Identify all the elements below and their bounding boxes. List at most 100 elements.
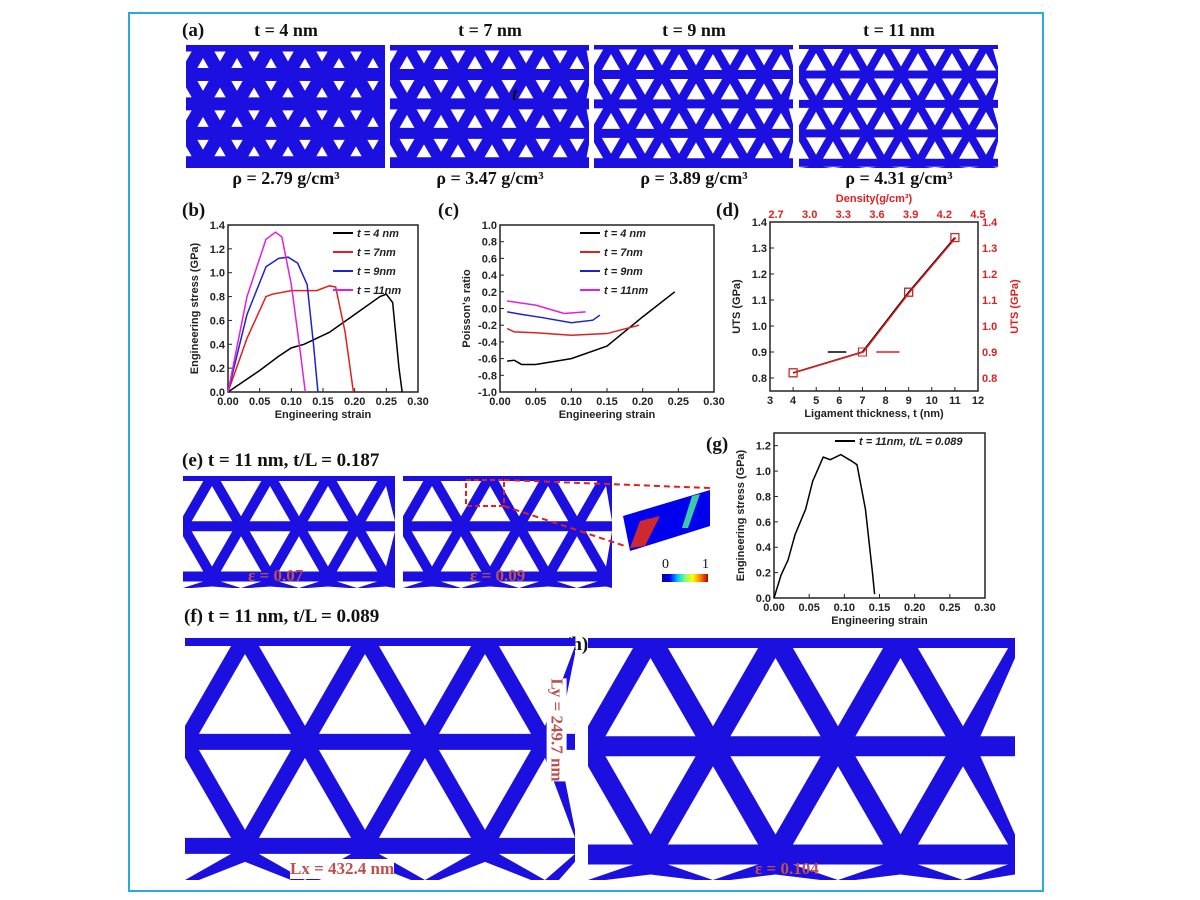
triangular-pore: [856, 107, 878, 126]
legend-label: t = 4 nm: [357, 228, 399, 240]
strain-label-h: ε = 0.104: [755, 859, 819, 878]
lattice-image-t7: [390, 45, 589, 168]
triangular-pore: [754, 83, 774, 100]
triangular-pore: [618, 108, 638, 125]
triangular-pore: [378, 646, 472, 726]
triangular-pore: [730, 874, 821, 880]
series-line: [793, 237, 957, 374]
triangular-pore: [720, 49, 740, 66]
triangular-pore: [839, 137, 861, 155]
triangular-pore: [601, 112, 621, 129]
series-line: [507, 311, 601, 324]
y-tick-label: 0.2: [482, 287, 497, 299]
triangular-pore: [535, 56, 551, 69]
triangular-pore: [282, 110, 294, 121]
triangular-pore: [403, 536, 424, 572]
panel-b-label: (b): [182, 200, 206, 221]
triangular-pore: [873, 111, 895, 130]
y-tick-label: 1.0: [752, 321, 767, 333]
triangular-pore: [635, 78, 655, 95]
triangular-pore: [873, 137, 895, 155]
triangular-pore: [669, 78, 689, 95]
triangular-pore: [186, 146, 192, 157]
triangular-pore: [771, 112, 791, 129]
x-tick-label: 0.15: [312, 396, 333, 408]
triangular-pore: [367, 116, 379, 127]
triangular-pore: [890, 166, 912, 168]
plot-area: [769, 221, 979, 392]
triangular-pore: [220, 481, 262, 517]
triangular-pore: [652, 49, 672, 66]
triangular-pore: [214, 146, 226, 157]
y-tick-label: 1.0: [482, 220, 497, 232]
plot-area: [773, 432, 986, 599]
triangular-pore: [720, 108, 740, 125]
triangular-pore: [556, 481, 598, 517]
triangular-pore: [958, 107, 980, 126]
chart-b: 0.00 0.05 0.10 0.15 0.20 0.25 0.30 0.0 0.2 0.4 0.6…: [189, 220, 429, 421]
triangular-pore: [535, 79, 551, 93]
triangular-pore: [605, 756, 696, 835]
y-tick-label: 0.0: [210, 387, 225, 399]
triangular-pore: [365, 586, 395, 588]
top-tick-label: 3.6: [869, 209, 884, 221]
x-tick-label: 0.00: [217, 396, 238, 408]
triangular-pore: [855, 874, 946, 880]
legend-label: t = 9nm: [604, 266, 643, 278]
triangular-pore: [183, 481, 204, 517]
top-axis-label: Density(g/cm³): [836, 193, 913, 205]
triangular-pore: [416, 144, 432, 158]
triangular-pore: [197, 139, 209, 150]
x-tick-label: 8: [882, 395, 888, 407]
x-tick-label: 0.20: [904, 602, 925, 614]
x-tick-label: 0.20: [632, 396, 653, 408]
triangular-pore: [754, 49, 774, 66]
triangular-pore: [498, 853, 575, 880]
triangular-pore: [601, 137, 621, 154]
triangular-pore: [198, 654, 292, 734]
triangular-pore: [440, 581, 482, 588]
x-tick-label: 11: [949, 395, 961, 407]
y-tick-label: 1.2: [210, 244, 225, 256]
y-tick-label: 0.8: [752, 373, 767, 385]
lattice-image-t11: [799, 45, 998, 168]
triangular-pore: [518, 144, 534, 158]
triangular-pore: [652, 108, 672, 125]
y-tick-label: 1.4: [752, 217, 768, 229]
triangular-pore: [552, 109, 568, 123]
y-tick-label: 0.4: [210, 339, 226, 351]
legend-label: t = 7nm: [357, 247, 396, 259]
triangular-pore: [258, 757, 352, 838]
panel-c-label: (c): [438, 200, 460, 221]
triangular-pore: [399, 56, 415, 69]
triangular-pore: [907, 53, 929, 71]
triangular-pore: [518, 109, 534, 123]
panel-g-label: (g): [706, 434, 729, 455]
triangular-pore: [198, 861, 292, 880]
density-4: ρ = 4.31 g/cm³: [845, 168, 953, 188]
triangular-pore: [855, 756, 946, 835]
triangular-pore: [469, 586, 511, 588]
triangular-pore: [839, 53, 861, 71]
x-tick-label: 0.25: [668, 396, 689, 408]
chart-g: 0.00 0.05 0.10 0.15 0.20 0.25 0.30 0.0 0.2 0.4 0.6…: [735, 432, 996, 627]
triangular-pore: [316, 110, 328, 121]
top-tick-label: 3.0: [802, 209, 817, 221]
chart-d: 3 4 5 6 7 8 9 10 11 12 0.8 0.8 0.9 0.9 1.0 1.0 1.1 1.1 1.2…: [731, 193, 1021, 420]
triangular-pore: [839, 78, 861, 96]
stress-map-e-007: [183, 476, 395, 588]
triangular-pore: [378, 757, 472, 838]
y-right-tick-label: 1.2: [982, 269, 997, 281]
top-tick-label: 4.5: [970, 209, 985, 221]
top-tick-label: 4.2: [937, 209, 952, 221]
triangular-pore: [231, 116, 243, 127]
thickness-marker: t: [512, 84, 518, 105]
triangular-pore: [703, 137, 723, 154]
triangular-pore: [433, 79, 449, 93]
triangular-pore: [686, 108, 706, 125]
triangular-pore: [822, 49, 844, 67]
y-tick-label: -0.8: [478, 370, 497, 382]
triangular-pore: [771, 137, 791, 154]
triangular-pore: [416, 109, 432, 123]
triangular-pore: [601, 54, 621, 70]
